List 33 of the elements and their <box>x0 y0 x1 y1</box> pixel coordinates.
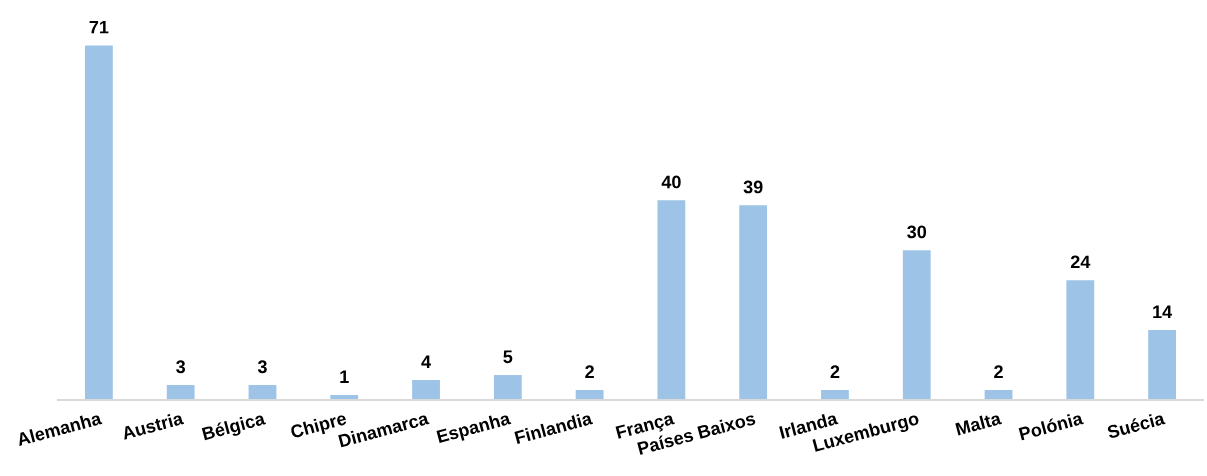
bar <box>739 205 768 400</box>
data-label: 24 <box>1070 255 1091 269</box>
bar <box>1148 330 1177 400</box>
x-tick-label: Suécia <box>1106 410 1166 439</box>
bar <box>84 45 113 400</box>
x-tick-label: Polónia <box>1018 410 1084 441</box>
data-label: 1 <box>340 370 349 383</box>
data-label: 3 <box>257 360 267 374</box>
data-label: 4 <box>421 355 431 368</box>
bar <box>902 250 931 400</box>
data-label: 3 <box>176 360 186 374</box>
data-label: 14 <box>1153 305 1173 319</box>
x-tick-label: Austria <box>121 411 185 440</box>
data-label: 71 <box>89 20 109 34</box>
bar <box>412 380 440 400</box>
bar <box>1066 280 1095 400</box>
x-tick-label: Bélgica <box>201 411 267 444</box>
data-label: 39 <box>743 180 763 194</box>
bar <box>657 200 686 400</box>
bar <box>575 390 604 400</box>
x-tick-label: Malta <box>955 411 1003 436</box>
data-label: 2 <box>994 365 1003 378</box>
bar <box>493 375 522 400</box>
data-label: 40 <box>661 175 681 189</box>
bar <box>166 385 195 400</box>
data-label: 30 <box>907 225 927 239</box>
data-label: 2 <box>585 365 594 378</box>
bar <box>821 390 849 400</box>
x-tick-label: Finlandia <box>514 411 594 445</box>
data-label: 5 <box>503 350 513 364</box>
x-tick-label: Espanha <box>436 411 513 447</box>
data-label: 2 <box>830 365 840 378</box>
bar <box>248 385 277 400</box>
